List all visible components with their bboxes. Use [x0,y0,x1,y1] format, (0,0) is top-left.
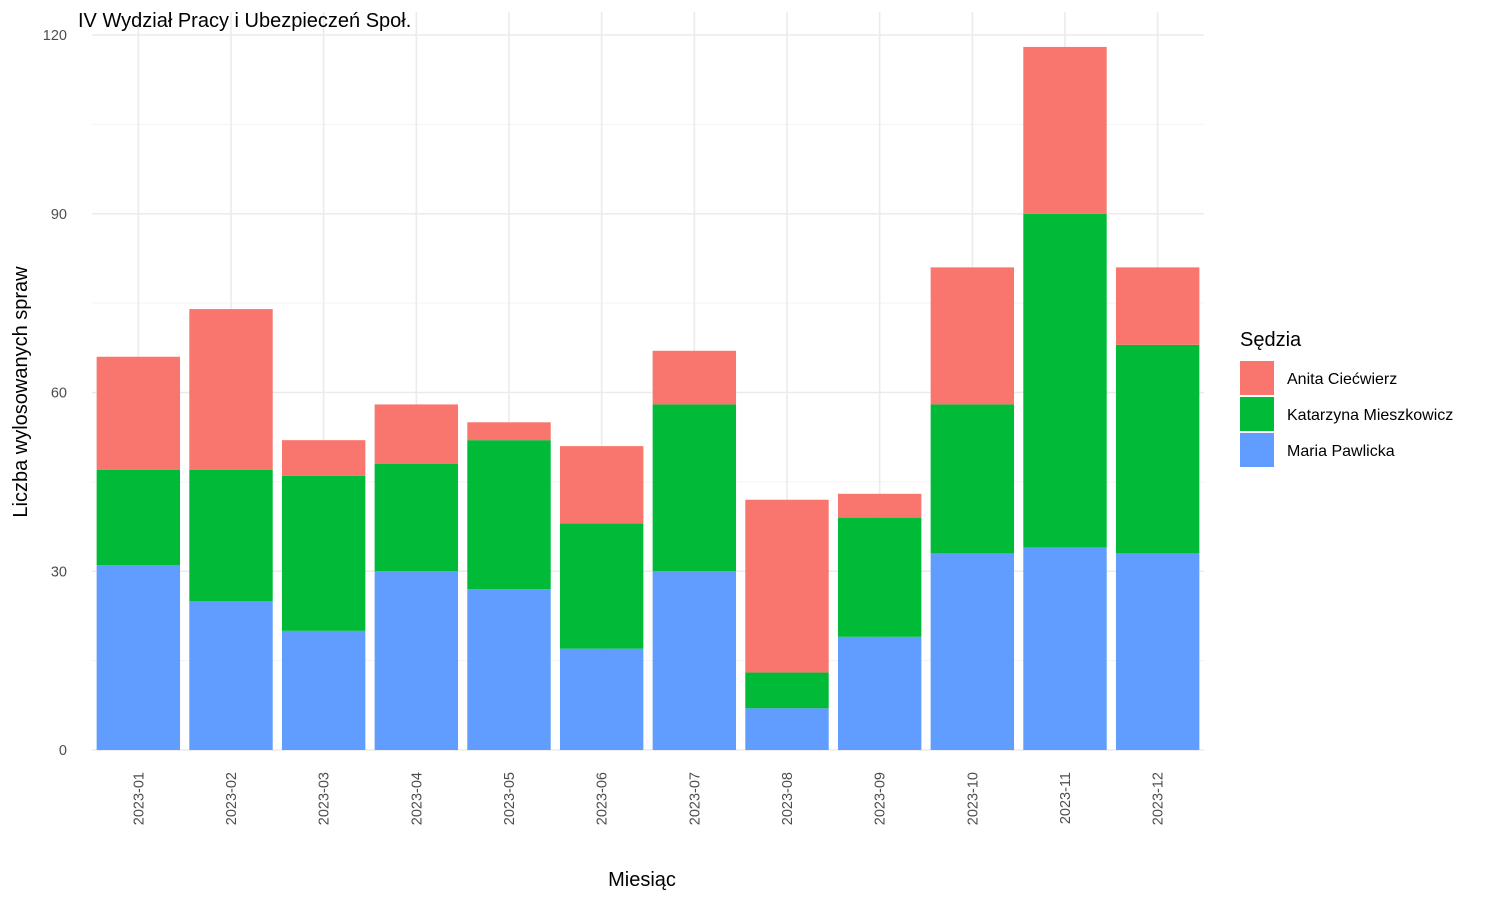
legend-swatch [1240,433,1274,467]
bar-segment [467,422,551,441]
y-tick-label: 60 [51,386,67,402]
chart-title: IV Wydział Pracy i Ubezpieczeń Społ. [78,10,411,32]
bar-segment [281,475,366,631]
legend-swatch [1240,361,1274,395]
bar-segment [281,440,366,476]
x-tick-label: 2023-05 [502,772,518,825]
bar-segment [652,404,737,572]
legend-label: Anita Ciećwierz [1287,371,1397,388]
legend-label: Maria Pawlicka [1287,443,1395,460]
bar-segment [837,636,922,750]
bar-segment [652,350,737,405]
y-tick-label: 120 [43,28,67,44]
bar-segment [745,708,829,750]
bar-segment [837,493,922,518]
legend-swatch [1240,397,1274,431]
bar-segment [930,553,1015,750]
legend-title: Sędzia [1240,329,1302,351]
x-tick-label: 2023-04 [409,772,425,825]
bar-segment [374,464,459,572]
bar-segment [1023,547,1107,750]
bar-segment [189,469,273,602]
bar-segment [96,565,181,750]
bar-segment [559,648,644,750]
x-tick-label: 2023-12 [1151,772,1167,825]
bars [96,46,1200,750]
bar-segment [559,523,644,649]
bar-segment [374,404,459,464]
bar-segment [559,446,644,524]
bar-segment [837,517,922,637]
bar-segment [1023,213,1107,548]
bar-segment [374,571,459,750]
x-tick-label: 2023-01 [131,772,147,825]
x-tick-label: 2023-03 [317,772,333,825]
x-tick-label: 2023-09 [873,772,889,825]
x-axis-title: Miesiąc [608,869,676,891]
x-tick-label: 2023-08 [780,772,796,825]
bar-segment [930,404,1015,554]
y-axis-title: Liczba wylosowanych spraw [10,266,32,518]
x-tick-label: 2023-10 [965,772,981,825]
axes: 0 30 60 90 120 2023-01 2023-02 2023-03 2023-04 20… [43,28,1167,825]
legend-label: Katarzyna Mieszkowicz [1287,407,1453,424]
bar-segment [745,672,829,709]
bar-segment [96,469,181,566]
y-tick-label: 0 [59,743,67,759]
bar-segment [189,309,273,470]
bar-segment [96,356,181,470]
bar-segment [467,589,551,750]
bar-segment [189,601,273,750]
y-tick-label: 30 [51,564,67,580]
bar-segment [745,499,829,673]
legend: Sędzia Anita Ciećwierz Katarzyna Mieszkow… [1240,329,1453,467]
bar-segment [1115,344,1200,554]
bar-segment [652,571,737,750]
x-tick-label: 2023-02 [224,772,240,825]
bar-segment [1115,553,1200,750]
bar-segment [281,630,366,750]
x-tick-label: 2023-07 [687,772,703,825]
x-tick-label: 2023-06 [595,772,611,825]
bar-segment [930,267,1015,405]
x-tick-label: 2023-11 [1058,772,1074,824]
bar-segment [1115,267,1200,345]
y-tick-label: 90 [51,207,67,223]
bar-segment [1023,46,1107,214]
bar-segment [467,440,551,590]
